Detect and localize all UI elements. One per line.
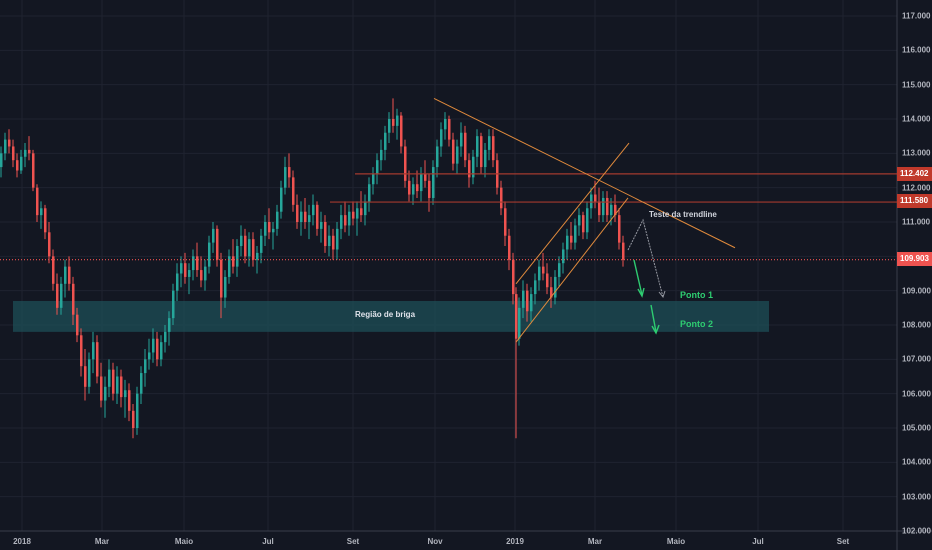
price-tick: 117.000 bbox=[902, 11, 931, 21]
time-tick: Mar bbox=[587, 537, 603, 546]
price-tick: 108.000 bbox=[902, 320, 931, 330]
price-tick: 104.000 bbox=[902, 457, 931, 467]
zone-label: Região de briga bbox=[355, 310, 416, 319]
point-2-label: Ponto 2 bbox=[680, 319, 713, 329]
point-1-label: Ponto 1 bbox=[680, 290, 713, 300]
time-tick: 2018 bbox=[13, 537, 31, 546]
price-tick: 115.000 bbox=[902, 80, 931, 90]
time-tick: Set bbox=[346, 537, 360, 546]
trendline-test-label: Teste da trendline bbox=[649, 210, 717, 219]
price-tick: 111.000 bbox=[902, 217, 931, 227]
time-tick: 2019 bbox=[506, 537, 524, 546]
price-tick: 102.000 bbox=[902, 526, 931, 536]
time-tick: Jul bbox=[752, 537, 764, 546]
time-tick: Maio bbox=[666, 537, 686, 546]
price-tick: 103.000 bbox=[902, 492, 931, 502]
time-tick: Jul bbox=[262, 537, 274, 546]
time-tick: Mar bbox=[94, 537, 110, 546]
price-tick: 106.000 bbox=[902, 389, 931, 399]
price-tick: 116.000 bbox=[902, 45, 931, 55]
price-tick: 107.000 bbox=[902, 354, 931, 364]
price-tick: 109.000 bbox=[902, 286, 931, 296]
time-tick: Set bbox=[836, 537, 850, 546]
price-tag-current: 109.903 bbox=[897, 252, 932, 266]
price-tick: 105.000 bbox=[902, 423, 931, 433]
price-tag-111580: 111.580 bbox=[897, 194, 932, 208]
price-tick: 113.000 bbox=[902, 148, 931, 158]
price-tag-112402: 112.402 bbox=[897, 167, 932, 181]
price-tick: 114.000 bbox=[902, 114, 931, 124]
time-tick: Maio bbox=[174, 537, 194, 546]
time-tick: Nov bbox=[427, 537, 443, 546]
price-tick: 112.000 bbox=[902, 183, 931, 193]
